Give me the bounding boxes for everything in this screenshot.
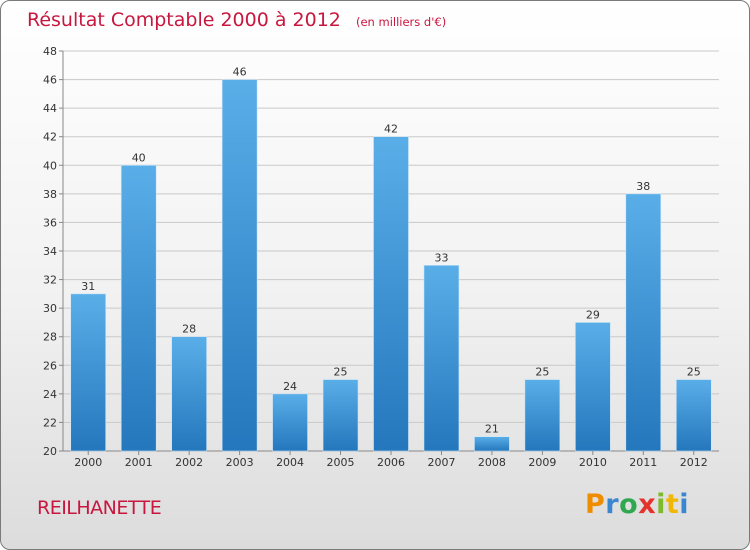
x-tick-label-2001: 2001 xyxy=(125,456,153,469)
x-tick-label-2011: 2011 xyxy=(629,456,657,469)
bar-2001 xyxy=(120,164,157,452)
commune-name: REILHANETTE xyxy=(37,497,162,519)
y-tick-label: 28 xyxy=(43,331,57,344)
data-label-2008: 21 xyxy=(485,423,499,436)
y-tick-label: 34 xyxy=(43,245,57,258)
x-tick-label-2005: 2005 xyxy=(327,456,355,469)
bar-2008 xyxy=(474,436,510,452)
logo-letter: i xyxy=(656,489,666,520)
data-label-2001: 40 xyxy=(132,151,146,164)
bar-2011 xyxy=(625,193,662,452)
y-tick-label: 32 xyxy=(43,274,57,287)
data-label-2007: 33 xyxy=(434,251,448,264)
data-label-2006: 42 xyxy=(384,123,398,136)
bar-2005 xyxy=(322,379,359,452)
y-tick-labels: 20 22 24 26 28 30 32 34 36 38 40 42 44 46 48 xyxy=(43,45,57,458)
y-tick-label: 42 xyxy=(43,131,57,144)
y-tick-label: 20 xyxy=(43,445,57,458)
y-tick-label: 36 xyxy=(43,216,57,229)
bar-2007 xyxy=(423,264,460,452)
data-label-2010: 29 xyxy=(586,308,600,321)
logo-letter: x xyxy=(638,489,657,520)
y-tick-label: 30 xyxy=(43,302,57,315)
data-label-2009: 25 xyxy=(535,366,549,379)
y-tick-label: 40 xyxy=(43,159,57,172)
y-tick-label: 46 xyxy=(43,74,57,87)
chart-title-main: Résultat Comptable 2000 à 2012 xyxy=(27,9,341,31)
bar-2004 xyxy=(272,393,308,452)
x-tick-label-2002: 2002 xyxy=(175,456,203,469)
x-tick-label-2007: 2007 xyxy=(427,456,455,469)
bar-2002 xyxy=(171,336,207,452)
bar-2006 xyxy=(373,136,409,452)
y-tick-label: 24 xyxy=(43,388,57,401)
bar-2000 xyxy=(70,293,107,452)
bar-2012 xyxy=(675,379,712,452)
data-label-2003: 46 xyxy=(233,66,247,79)
logo-letter: t xyxy=(665,489,680,520)
data-label-2000: 31 xyxy=(81,280,95,293)
x-tick-label-2003: 2003 xyxy=(226,456,254,469)
logo-letter: i xyxy=(679,489,690,520)
logo-letter: o xyxy=(619,489,639,520)
y-tick-label: 44 xyxy=(43,102,57,115)
x-tick-label-2009: 2009 xyxy=(528,456,556,469)
bar-2009 xyxy=(524,379,561,452)
data-label-2012: 25 xyxy=(687,366,701,379)
proxiti-logo: Proxiti xyxy=(585,489,689,520)
data-label-2005: 25 xyxy=(334,366,348,379)
bar-2003 xyxy=(221,79,258,452)
bar-2010 xyxy=(575,322,611,452)
y-tick-label: 26 xyxy=(43,359,57,372)
bars xyxy=(70,79,712,452)
y-tick-label: 38 xyxy=(43,188,57,201)
data-label-2002: 28 xyxy=(182,323,196,336)
x-tick-label-2004: 2004 xyxy=(276,456,304,469)
data-label-2011: 38 xyxy=(636,180,650,193)
chart-title: Résultat Comptable 2000 à 2012 (en milli… xyxy=(27,9,446,31)
x-tick-label-2012: 2012 xyxy=(680,456,708,469)
logo-letter: P xyxy=(585,489,606,520)
x-tick-label-2010: 2010 xyxy=(579,456,607,469)
chart-subtitle: (en milliers d'€) xyxy=(356,15,446,29)
data-label-2004: 24 xyxy=(283,380,297,393)
x-tick-label-2000: 2000 xyxy=(74,456,102,469)
x-tick-label-2006: 2006 xyxy=(377,456,405,469)
y-tick-label: 22 xyxy=(43,416,57,429)
logo-letter: r xyxy=(605,489,620,520)
x-tick-label-2008: 2008 xyxy=(478,456,506,469)
x-tick-labels: 2000 2001 2002 2003 2004 2005 2006 2007 2008 2009… xyxy=(74,451,708,469)
data-labels: 31 40 28 46 24 25 42 33 21 25 29 38 25 xyxy=(81,66,701,436)
y-tick-label: 48 xyxy=(43,45,57,58)
